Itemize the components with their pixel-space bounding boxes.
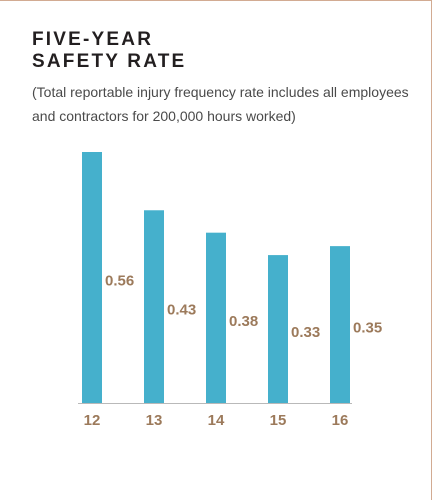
bar xyxy=(268,255,288,403)
x-tick-label: 15 xyxy=(270,412,287,429)
bar xyxy=(330,246,350,403)
x-tick-label: 12 xyxy=(84,412,101,429)
data-label: 0.35 xyxy=(353,320,382,337)
bar xyxy=(206,232,226,403)
chart-subtitle: (Total reportable injury frequency rate … xyxy=(32,84,409,124)
bar xyxy=(144,210,164,403)
data-label: 0.43 xyxy=(167,302,196,319)
chart-title: FIVE-YEAR SAFETY RATE xyxy=(32,29,187,72)
data-label: 0.38 xyxy=(229,313,258,330)
data-label: 0.56 xyxy=(105,272,134,289)
x-tick-label: 16 xyxy=(332,412,349,429)
data-label: 0.33 xyxy=(291,324,320,341)
x-tick-label: 13 xyxy=(146,412,163,429)
bar xyxy=(82,152,102,403)
x-tick-label: 14 xyxy=(208,412,225,429)
